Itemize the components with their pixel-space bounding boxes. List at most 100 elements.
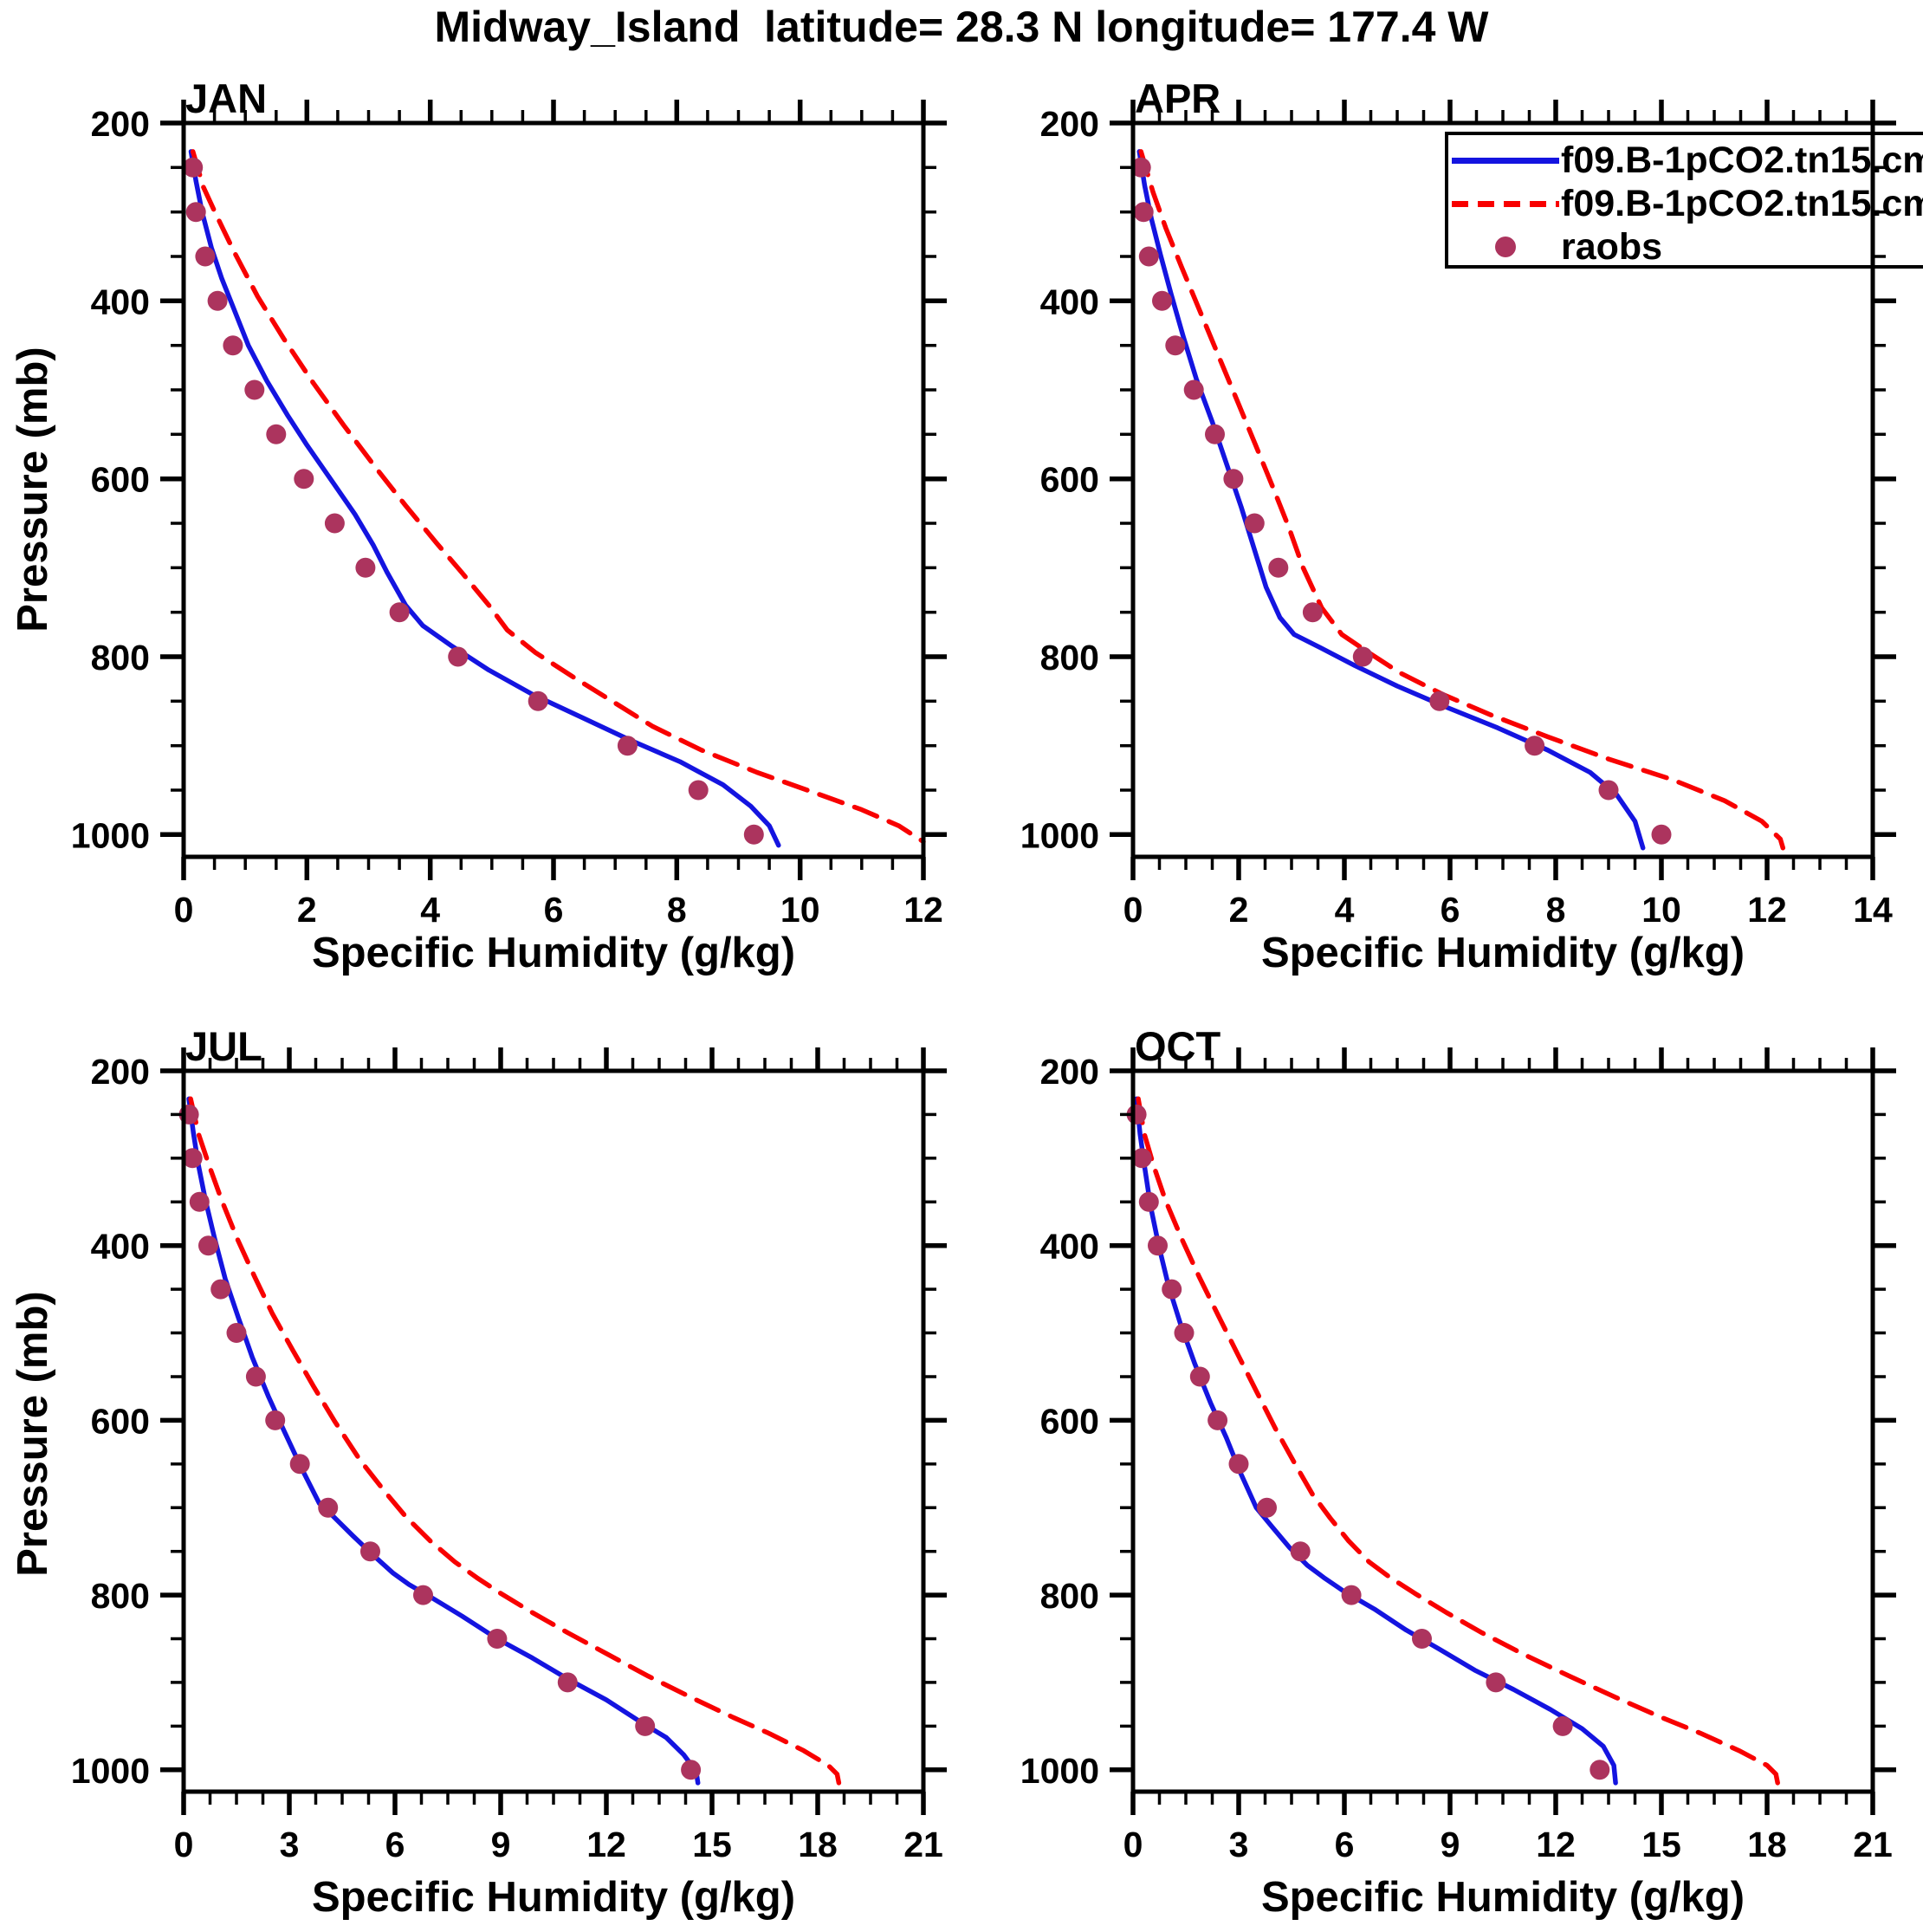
raobs-point — [289, 1454, 310, 1475]
legend-entry-model-control: f09.B-1pCO2.tn15.cm — [1452, 139, 1923, 182]
raobs-point — [265, 1410, 286, 1430]
x-tick-label: 18 — [1747, 1825, 1787, 1864]
raobs-point — [1429, 690, 1450, 711]
y-tick-label: 600 — [1040, 1401, 1099, 1441]
x-tick-label: 14 — [1853, 890, 1893, 930]
y-tick-label: 200 — [1040, 1052, 1099, 1092]
x-axis-label-apr: Specific Humidity (g/kg) — [1260, 930, 1745, 976]
x-tick-label: 6 — [1335, 1825, 1355, 1864]
y-tick-label: 800 — [91, 1576, 150, 1616]
plot-frame — [1130, 120, 1875, 859]
x-tick-label: 2 — [1229, 890, 1249, 930]
x-tick-label: 12 — [1747, 890, 1787, 930]
legend-label: f09.B-1pCO2.tn15.cm — [1561, 182, 1923, 224]
panel-title-oct: OCT — [1135, 1023, 1221, 1069]
raobs-point — [1165, 335, 1186, 356]
raobs-point — [1138, 1191, 1159, 1212]
x-tick-label: 4 — [1335, 890, 1355, 930]
x-tick-label: 21 — [903, 1825, 943, 1864]
x-axis-label-oct: Specific Humidity (g/kg) — [1260, 1874, 1745, 1921]
raobs-point — [389, 602, 410, 623]
raobs-point — [244, 379, 265, 400]
x-tick-label: 3 — [1229, 1825, 1249, 1864]
raobs-point — [266, 424, 287, 444]
raobs-point — [294, 469, 314, 489]
solid-line-icon — [1452, 157, 1559, 164]
x-tick-label: 6 — [385, 1825, 405, 1864]
dot-marker-icon — [1495, 237, 1516, 257]
x-tick-label: 3 — [280, 1825, 300, 1864]
raobs-point — [223, 335, 243, 356]
y-tick-label: 1000 — [1020, 1751, 1099, 1791]
raobs-point — [1341, 1585, 1362, 1605]
y-tick-label: 400 — [1040, 282, 1099, 321]
legend-sample-solid — [1452, 157, 1559, 164]
legend-entry-raobs: raobs — [1452, 225, 1923, 269]
x-tick-label: 10 — [1641, 890, 1681, 930]
panel-title-apr: APR — [1135, 75, 1221, 121]
raobs-point — [1223, 469, 1244, 489]
raobs-point — [1133, 202, 1154, 223]
panel-oct-plot: 0 3 6 9 12 15 18 21 200 400 600 800 1000 — [1020, 1047, 1896, 1864]
y-tick-label: 600 — [91, 1401, 150, 1441]
raobs-point — [528, 690, 548, 711]
series-control-curve — [1134, 1096, 1618, 1786]
series-perturbed-curve — [190, 149, 926, 845]
panel-title-jul: JUL — [185, 1023, 262, 1069]
y-tick-label: 200 — [91, 1052, 150, 1092]
x-axis-label-jan: Specific Humidity (g/kg) — [311, 930, 796, 976]
series-control-curve — [1136, 149, 1646, 851]
panel-jan-plot: 0 2 4 6 8 10 12 200 400 600 800 1000 — [71, 100, 947, 930]
x-tick-label: 18 — [798, 1825, 838, 1864]
raobs-point — [1257, 1497, 1277, 1518]
raobs-point — [1651, 824, 1672, 845]
x-axis-label-jul: Specific Humidity (g/kg) — [311, 1874, 796, 1921]
y-tick-label: 600 — [91, 460, 150, 500]
x-tick-label: 10 — [780, 890, 820, 930]
x-tick-label: 4 — [420, 890, 440, 930]
x-tick-label: 9 — [491, 1825, 511, 1864]
panel-jul-plot: 0 3 6 9 12 15 18 21 200 400 600 800 1000 — [71, 1047, 947, 1864]
raobs-point — [1148, 1235, 1168, 1256]
y-tick-label: 400 — [91, 282, 150, 321]
x-tick-label: 8 — [667, 890, 687, 930]
raobs-point — [324, 513, 345, 534]
raobs-point — [1189, 1366, 1210, 1387]
legend-sample-dashed — [1452, 200, 1559, 207]
x-tick-label: 9 — [1441, 1825, 1460, 1864]
raobs-point — [226, 1323, 247, 1343]
y-tick-label: 1000 — [1020, 815, 1099, 855]
raobs-point — [1352, 646, 1373, 667]
raobs-point — [1302, 602, 1323, 623]
raobs-point — [681, 1760, 702, 1780]
legend-box: f09.B-1pCO2.tn15.cm f09.B-1pCO2.tn15.cm … — [1445, 132, 1923, 269]
y-tick-label: 800 — [91, 638, 150, 677]
x-tick-label: 0 — [174, 1825, 194, 1864]
x-tick-label: 0 — [1123, 890, 1143, 930]
series-perturbed-curve — [188, 1096, 842, 1786]
legend-sample-dot — [1452, 237, 1559, 257]
x-tick-label: 6 — [1441, 890, 1460, 930]
raobs-point — [360, 1541, 380, 1562]
x-tick-label: 12 — [1536, 1825, 1576, 1864]
raobs-point — [1290, 1541, 1311, 1562]
series-raobs-markers — [1130, 157, 1672, 845]
raobs-point — [635, 1715, 656, 1736]
raobs-point — [182, 1148, 203, 1169]
x-tick-label: 0 — [1123, 1825, 1143, 1864]
raobs-point — [743, 824, 764, 845]
raobs-point — [318, 1497, 339, 1518]
y-tick-label: 1000 — [71, 1751, 150, 1791]
raobs-point — [1131, 1148, 1152, 1169]
raobs-point — [195, 246, 216, 267]
panel-title-jan: JAN — [185, 75, 268, 121]
x-tick-label: 21 — [1853, 1825, 1893, 1864]
panel-apr-plot: 0 2 4 6 8 10 12 14 200 400 600 800 1000 — [1020, 100, 1896, 930]
series-control-curve — [186, 1096, 701, 1786]
series-raobs-markers — [178, 1104, 702, 1780]
raobs-point — [448, 646, 469, 667]
raobs-point — [355, 557, 376, 578]
y-axis-label-row1: Pressure (mb) — [10, 347, 56, 632]
dashed-line-icon — [1452, 200, 1559, 207]
raobs-point — [1525, 736, 1545, 756]
